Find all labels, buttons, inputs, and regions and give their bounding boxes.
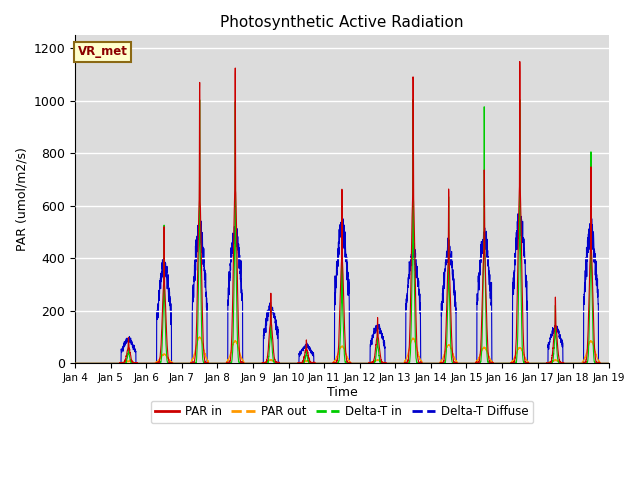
Delta-T Diffuse <box>461 360 469 366</box>
PAR in <box>604 360 612 366</box>
Line: PAR in: PAR in <box>75 61 609 363</box>
Delta-T in <box>492 360 500 366</box>
Y-axis label: PAR (umol/m2/s): PAR (umol/m2/s) <box>15 147 28 252</box>
PAR out <box>432 360 440 366</box>
Delta-T in <box>461 360 469 366</box>
PAR out <box>604 360 612 366</box>
PAR out <box>71 360 79 366</box>
PAR out <box>461 360 469 366</box>
PAR in <box>432 360 440 366</box>
Line: Delta-T in: Delta-T in <box>75 99 609 363</box>
Delta-T Diffuse <box>322 360 330 366</box>
X-axis label: Time: Time <box>326 386 357 399</box>
Delta-T Diffuse <box>432 360 440 366</box>
Line: PAR out: PAR out <box>75 337 609 363</box>
PAR in <box>516 59 524 64</box>
Delta-T in <box>605 360 612 366</box>
PAR in <box>322 360 330 366</box>
Delta-T Diffuse <box>604 360 612 366</box>
PAR out <box>322 360 330 366</box>
Delta-T Diffuse <box>71 360 79 366</box>
Line: Delta-T Diffuse: Delta-T Diffuse <box>75 214 609 363</box>
Delta-T in <box>409 96 417 102</box>
PAR in <box>167 360 175 366</box>
Delta-T Diffuse <box>514 211 522 216</box>
Delta-T in <box>432 360 440 366</box>
PAR out <box>605 360 612 366</box>
Delta-T Diffuse <box>167 312 175 317</box>
Delta-T in <box>71 360 79 366</box>
Text: VR_met: VR_met <box>78 45 128 58</box>
Delta-T in <box>167 360 175 366</box>
PAR out <box>196 334 204 340</box>
Legend: PAR in, PAR out, Delta-T in, Delta-T Diffuse: PAR in, PAR out, Delta-T in, Delta-T Dif… <box>150 401 533 423</box>
PAR out <box>167 359 175 365</box>
PAR in <box>71 360 79 366</box>
Delta-T in <box>322 360 330 366</box>
PAR in <box>492 360 499 366</box>
Delta-T Diffuse <box>492 360 499 366</box>
PAR in <box>461 360 469 366</box>
Delta-T in <box>604 360 612 366</box>
PAR in <box>605 360 612 366</box>
Title: Photosynthetic Active Radiation: Photosynthetic Active Radiation <box>220 15 464 30</box>
PAR out <box>492 360 500 366</box>
Delta-T Diffuse <box>605 360 612 366</box>
